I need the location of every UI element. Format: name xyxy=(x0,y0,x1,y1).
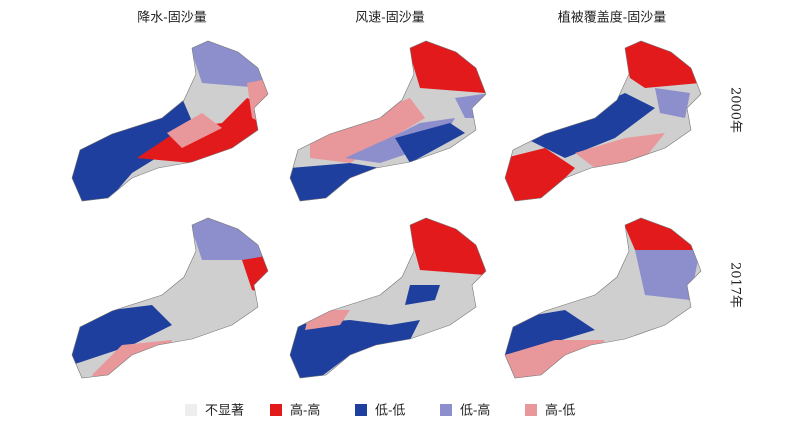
map xyxy=(289,217,487,379)
map-patch xyxy=(405,285,440,305)
map-patch xyxy=(525,93,655,158)
map xyxy=(504,40,702,202)
row-label: 2017年 xyxy=(728,262,743,308)
map-patch xyxy=(290,320,420,378)
map-patch xyxy=(620,218,701,250)
map-patch xyxy=(505,148,575,201)
legend-swatch xyxy=(355,404,367,416)
legend-label: 低-低 xyxy=(375,404,405,419)
map xyxy=(504,217,702,379)
legend-swatch xyxy=(525,404,537,416)
legend-label: 不显著 xyxy=(205,404,244,419)
map-patch xyxy=(72,98,197,201)
map-patch xyxy=(290,163,380,201)
column-title: 降水-固沙量 xyxy=(137,11,206,26)
map xyxy=(71,217,269,379)
map-patch xyxy=(167,113,222,148)
map-patch xyxy=(72,305,172,365)
map-patch xyxy=(505,310,595,355)
column-title: 植被覆盖度-固沙量 xyxy=(558,10,666,26)
legend-swatch xyxy=(185,404,197,416)
map-patch xyxy=(395,123,465,163)
legend-swatch xyxy=(440,404,452,416)
column-title: 风速-固沙量 xyxy=(355,11,424,26)
legend-label: 低-高 xyxy=(460,403,490,419)
map-patch xyxy=(635,250,700,300)
map-patch xyxy=(575,133,665,168)
map-patch xyxy=(655,88,690,118)
map xyxy=(71,40,269,202)
legend-swatch xyxy=(270,404,282,416)
legend-label: 高-高 xyxy=(290,403,320,419)
legend: 不显著 高-高 低-低 低-高 高-低 xyxy=(185,403,575,419)
row-label: 2000年 xyxy=(728,87,743,133)
legend-label: 高-低 xyxy=(545,403,575,419)
map-patch xyxy=(310,98,425,163)
map xyxy=(289,40,487,202)
